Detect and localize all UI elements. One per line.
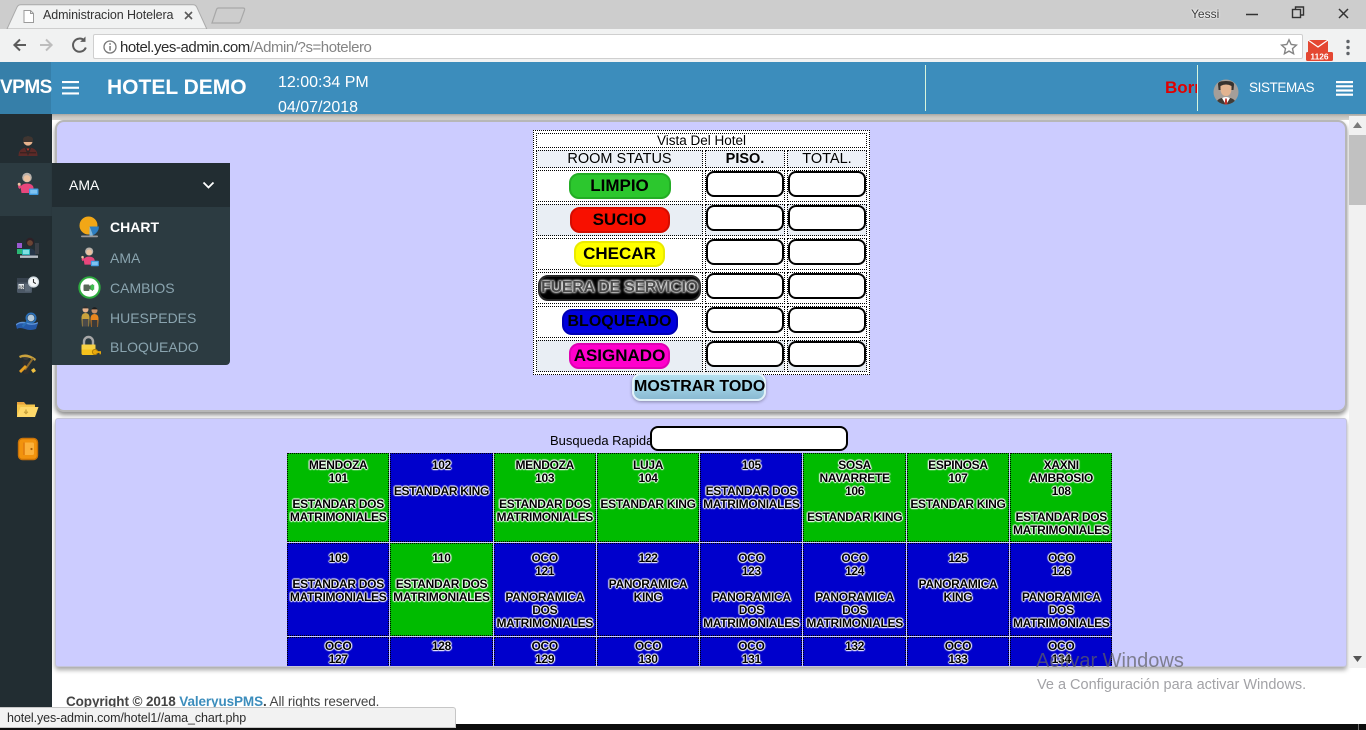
svg-text:1126: 1126 [1310,52,1329,62]
svg-text:13: 13 [19,284,25,289]
